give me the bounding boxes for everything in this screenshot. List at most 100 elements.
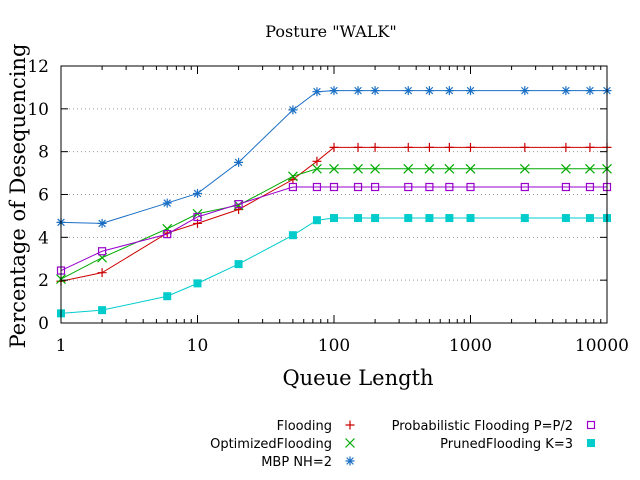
data-point-optimizedflooding (560, 163, 571, 174)
x-axis-label: Queue Length (282, 366, 433, 390)
data-point-probabilistic-flooding-p-p-2 (97, 247, 107, 256)
data-point-optimizedflooding (465, 163, 476, 174)
marker-stroke (370, 142, 380, 152)
marker-shape (193, 212, 202, 222)
marker-stroke (329, 86, 339, 96)
data-point-flooding (561, 142, 571, 152)
data-point-optimizedflooding (287, 171, 298, 182)
data-point-mbp-nh-2 (288, 105, 298, 115)
marker-shape (520, 214, 529, 223)
marker-shape (312, 182, 322, 192)
data-point-prunedflooding-k-3 (404, 214, 413, 223)
data-point-flooding (234, 204, 244, 214)
marker-shape (234, 260, 243, 269)
data-point-flooding (424, 142, 434, 152)
marker-shape (234, 200, 243, 209)
legend-marker-prunedflooding-k-3 (587, 439, 595, 447)
marker-stroke (466, 86, 475, 96)
legend-item-optimizedflooding: OptimizedFlooding (210, 437, 355, 452)
marker-shape (587, 439, 595, 447)
marker-stroke (520, 142, 530, 152)
marker-stroke (424, 86, 434, 96)
marker-stroke (329, 142, 339, 152)
marker-stroke (97, 218, 107, 228)
y-tick-label: 6 (38, 186, 49, 206)
data-point-prunedflooding-k-3 (312, 216, 321, 225)
data-point-mbp-nh-2 (585, 86, 595, 96)
data-point-optimizedflooding (585, 163, 595, 174)
data-point-flooding (585, 142, 595, 152)
series-line-mbp-nh-2 (60, 90, 607, 224)
marker-stroke (520, 86, 530, 96)
marker-stroke (234, 157, 244, 167)
marker-stroke (97, 268, 107, 278)
data-point-flooding (329, 142, 339, 152)
marker-stroke (424, 142, 434, 152)
marker-stroke (288, 105, 298, 115)
legend-label: OptimizedFlooding (210, 437, 332, 452)
data-point-probabilistic-flooding-p-p-2 (445, 182, 454, 192)
marker-shape (425, 214, 434, 223)
marker-shape (425, 182, 434, 192)
marker-shape (330, 214, 338, 223)
data-point-probabilistic-flooding-p-p-2 (353, 182, 363, 192)
data-point-prunedflooding-k-3 (371, 214, 380, 223)
marker-stroke (345, 456, 355, 466)
data-point-prunedflooding-k-3 (354, 214, 363, 223)
marker-shape (466, 214, 475, 223)
x-tick-label: 1000 (449, 336, 492, 356)
data-point-prunedflooding-k-3 (585, 214, 594, 223)
marker-stroke (560, 163, 571, 174)
marker-shape (466, 182, 475, 192)
data-point-mbp-nh-2 (312, 87, 322, 97)
y-tick-label: 8 (38, 143, 49, 163)
data-point-mbp-nh-2 (370, 86, 380, 96)
series-line-probabilistic-flooding-p-p-2 (60, 186, 607, 271)
series-line-optimizedflooding (60, 168, 607, 280)
data-point-flooding (466, 142, 475, 152)
marker-shape (561, 182, 571, 192)
data-point-optimizedflooding (312, 163, 322, 174)
marker-stroke (585, 86, 595, 96)
y-axis-label: Percentage of Desequencing (6, 44, 30, 349)
data-point-flooding (370, 142, 380, 152)
data-point-optimizedflooding (329, 163, 339, 174)
marker-shape (561, 214, 570, 223)
y-tick-label: 2 (38, 271, 49, 291)
marker-shape (329, 182, 339, 192)
marker-stroke (353, 142, 363, 152)
data-point-mbp-nh-2 (561, 86, 571, 96)
marker-stroke (465, 163, 476, 174)
data-point-probabilistic-flooding-p-p-2 (234, 200, 243, 209)
data-point-probabilistic-flooding-p-p-2 (370, 182, 380, 192)
legend-label: Flooding (277, 419, 332, 434)
marker-stroke (403, 142, 413, 152)
series-probabilistic-flooding-p-p-2 (56, 182, 612, 275)
marker-shape (354, 214, 363, 223)
data-point-flooding (97, 268, 107, 278)
marker-stroke (345, 420, 355, 430)
data-point-mbp-nh-2 (234, 157, 244, 167)
marker-stroke (466, 142, 475, 152)
marker-shape (585, 182, 595, 192)
data-point-optimizedflooding (353, 163, 363, 174)
x-tick-label: 10 (187, 336, 209, 356)
marker-stroke (353, 163, 363, 174)
x-tick-label: 10000 (575, 336, 629, 356)
data-point-mbp-nh-2 (193, 188, 202, 198)
marker-shape (586, 420, 596, 430)
data-point-prunedflooding-k-3 (193, 279, 202, 288)
data-point-mbp-nh-2 (97, 218, 107, 228)
data-point-optimizedflooding (370, 163, 381, 174)
data-point-probabilistic-flooding-p-p-2 (466, 182, 475, 192)
legend-marker-mbp-nh-2 (345, 456, 355, 466)
marker-stroke (287, 171, 298, 182)
ticks: 0 2 4 6 8 10 12 1 10 100 1000 10000 (27, 57, 629, 356)
data-point-mbp-nh-2 (162, 198, 172, 208)
marker-shape (288, 182, 298, 192)
chart-title: Posture "WALK" (265, 22, 396, 41)
marker-shape (445, 182, 454, 192)
data-point-prunedflooding-k-3 (234, 260, 243, 269)
data-point-probabilistic-flooding-p-p-2 (329, 182, 339, 192)
marker-shape (520, 182, 529, 192)
